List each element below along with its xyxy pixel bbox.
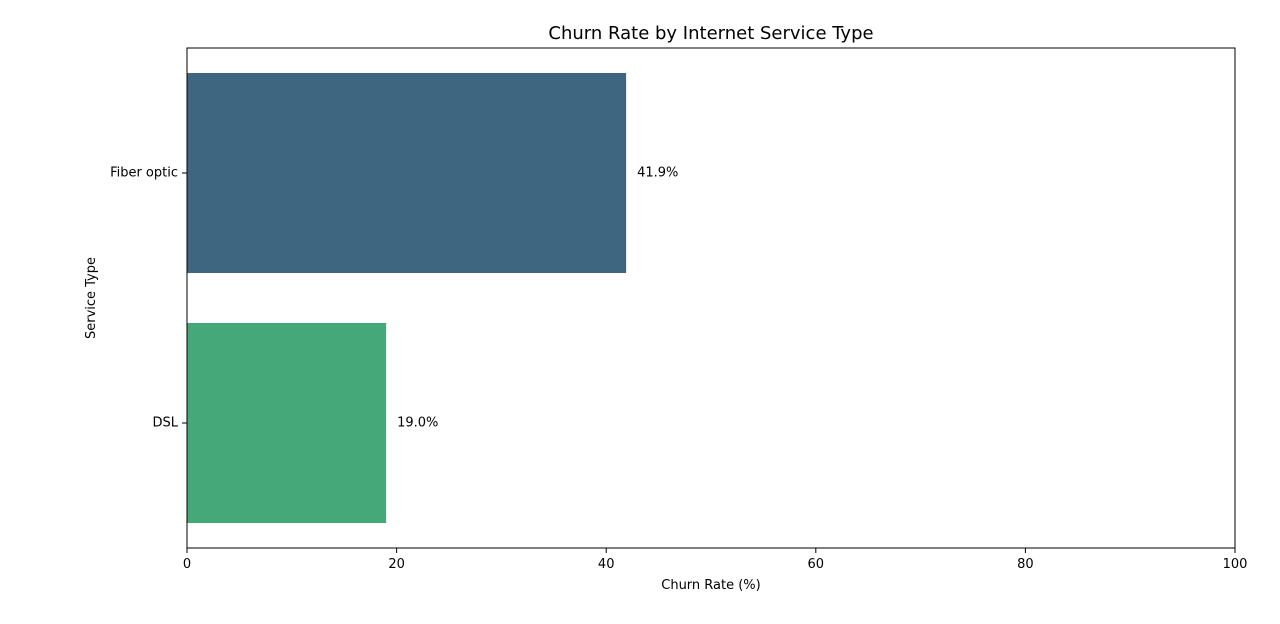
x-tick-label: 80 xyxy=(1017,557,1034,572)
y-axis-label: Service Type xyxy=(84,257,99,339)
data-label: 41.9% xyxy=(637,166,678,181)
data-labels-layer: 41.9% 19.0% xyxy=(397,166,678,431)
x-tick-label: 20 xyxy=(388,557,405,572)
x-axis-label: Churn Rate (%) xyxy=(661,578,760,593)
bar-dsl xyxy=(187,323,387,523)
data-label: 19.0% xyxy=(397,416,438,431)
y-axis: Fiber optic DSL xyxy=(110,166,187,431)
y-tick-label: DSL xyxy=(152,416,178,431)
x-axis: 0 20 40 60 80 100 xyxy=(183,548,1248,572)
plot-frame xyxy=(186,47,1236,549)
chart-title: Churn Rate by Internet Service Type xyxy=(548,23,873,44)
x-tick-label: 60 xyxy=(808,557,825,572)
x-tick-label: 40 xyxy=(598,557,615,572)
x-tick-label: 100 xyxy=(1223,557,1248,572)
x-tick-label: 0 xyxy=(183,557,191,572)
bars-layer xyxy=(187,73,627,523)
bar-fiber-optic xyxy=(187,73,627,273)
y-tick-label: Fiber optic xyxy=(110,166,178,181)
